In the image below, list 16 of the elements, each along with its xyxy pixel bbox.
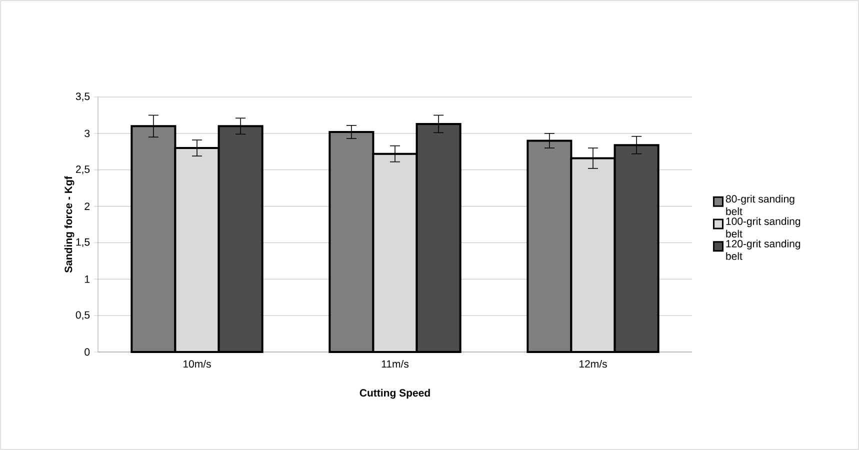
y-tick-label: 2 — [84, 202, 90, 210]
legend-label: 80-grit sanding belt — [726, 194, 794, 216]
x-axis-title: Cutting Speed — [360, 388, 430, 399]
x-tick-label: 11m/s — [382, 360, 409, 368]
y-tick-label: 0 — [84, 348, 90, 356]
legend-label: 100-grit sanding belt — [726, 217, 800, 238]
y-tick-label: 1 — [85, 276, 90, 283]
y-tick-label: 2,5 — [76, 166, 90, 174]
y-tick-label: 3,5 — [76, 92, 90, 102]
x-tick-label: 12m/s — [580, 360, 607, 368]
y-tick-label: 3 — [84, 130, 90, 138]
y-tick-label: 1,5 — [76, 238, 90, 247]
x-tick-label: 10m/s — [184, 360, 211, 368]
y-axis-title: Sanding force - Kgf — [64, 176, 74, 273]
legend-label: 120-grit sanding belt — [726, 240, 800, 260]
y-tick-label: 0,5 — [76, 311, 90, 320]
